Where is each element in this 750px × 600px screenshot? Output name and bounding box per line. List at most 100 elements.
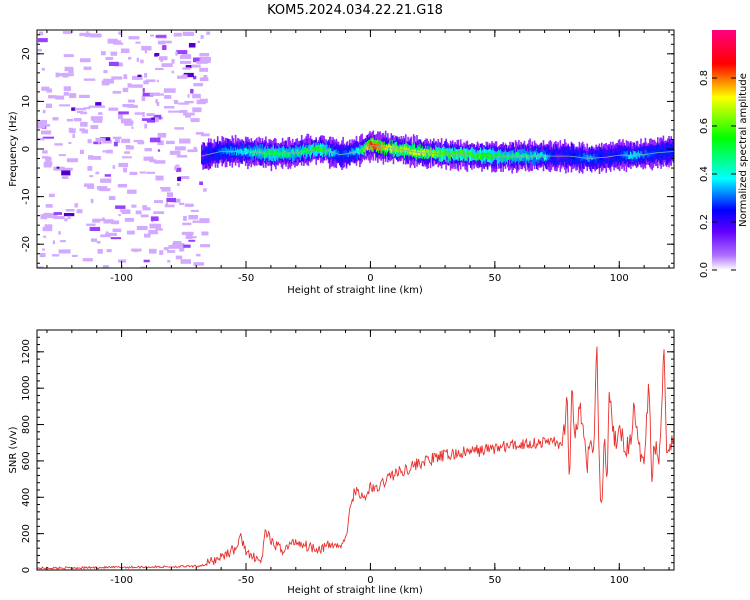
ridge-core-cell (220, 149, 222, 155)
ridge-core-cell (401, 146, 404, 153)
ridge-core-cell (639, 153, 641, 159)
ridge-core-cell (380, 144, 382, 151)
ridge-core-cell (284, 150, 286, 157)
ridge-core-cell (224, 146, 227, 153)
ridge-core-cell (234, 147, 237, 152)
noise-speck (174, 127, 184, 130)
noise-speck (79, 149, 84, 154)
ridge-envelope-cell (606, 153, 609, 164)
noise-speck (174, 165, 177, 171)
ridge-core-cell (388, 144, 390, 149)
ridge-core-cell (260, 148, 263, 154)
noise-speck (195, 132, 204, 135)
ridge-core-cell (608, 156, 611, 161)
snr-y-tick-label: 1200 (21, 339, 32, 364)
ridge-core-cell (626, 150, 629, 157)
ridge-core-cell (336, 151, 339, 156)
ridge-core-cell (468, 150, 471, 156)
ridge-core-cell (553, 154, 556, 160)
ridge-core-cell (434, 149, 436, 156)
ridge-core-cell (632, 154, 634, 160)
noise-speck (42, 136, 54, 139)
noise-speck (180, 259, 191, 264)
snr-frame (36, 329, 675, 571)
noise-speck (155, 35, 166, 38)
ridge-core-cell (490, 153, 492, 161)
noise-speck (173, 100, 179, 105)
ridge-core-cell (216, 151, 219, 156)
ridge-core-cell (323, 147, 325, 154)
noise-speck (115, 138, 120, 143)
ridge-core-cell (484, 152, 487, 158)
ridge-core-cell (241, 149, 244, 156)
spectrogram-x-tick-label: -50 (238, 273, 254, 284)
noise-speck (118, 214, 121, 217)
noise-speck (45, 157, 52, 162)
noise-speck (171, 70, 174, 74)
ridge-core-cell (394, 147, 397, 154)
ridge-core-cell (455, 150, 457, 156)
ridge-core-cell (281, 151, 284, 156)
ridge-envelope-cell (492, 148, 494, 162)
noise-speck (112, 228, 122, 233)
noise-speck (182, 31, 195, 36)
ridge-core-cell (586, 153, 588, 160)
snr-x-tick-label: 100 (610, 575, 629, 586)
noise-speck (113, 42, 124, 45)
ridge-core-cell (206, 151, 209, 156)
noise-speck (181, 54, 192, 58)
ridge-core-cell (332, 151, 334, 157)
ridge-core-cell (253, 150, 256, 156)
ridge-core-cell (503, 151, 506, 158)
noise-speck (90, 125, 99, 129)
snr-x-tick-label: -50 (238, 575, 254, 586)
ridge-core-cell (426, 148, 428, 154)
noise-speck (91, 198, 94, 204)
snr-background (37, 330, 674, 570)
noise-speck (167, 250, 176, 253)
noise-speck (183, 216, 187, 221)
noise-speck (157, 132, 167, 138)
noise-speck (132, 75, 143, 80)
noise-speck (158, 228, 163, 231)
ridge-core-cell (412, 149, 415, 156)
noise-speck (163, 247, 169, 251)
noise-speck (58, 154, 66, 157)
noise-speck (121, 118, 132, 124)
ridge-core-cell (568, 154, 571, 159)
spectrogram-x-tick-label: 50 (488, 273, 501, 284)
ridge-core-cell (339, 153, 341, 157)
ridge-envelope-cell (603, 151, 605, 161)
noise-speck (88, 105, 99, 108)
noise-speck (101, 51, 106, 56)
noise-speck (166, 197, 176, 203)
noise-speck (89, 33, 102, 38)
noise-speck (104, 174, 111, 177)
ridge-core-cell (508, 155, 510, 160)
ridge-core-cell (645, 150, 648, 156)
noise-speck (148, 229, 158, 235)
noise-speck (72, 133, 75, 138)
noise-speck (151, 220, 154, 223)
ridge-core-cell (593, 153, 595, 160)
ridge-core-cell (505, 155, 508, 160)
noise-speck (103, 70, 108, 74)
noise-speck (105, 149, 113, 154)
ridge-core-cell (349, 150, 351, 155)
noise-speck (69, 128, 76, 134)
ridge-core-cell (409, 150, 412, 155)
ridge-core-cell (408, 148, 410, 153)
ridge-core-cell (233, 150, 236, 155)
ridge-core-cell (634, 151, 637, 158)
ridge-core-cell (618, 152, 621, 159)
noise-speck (83, 183, 94, 187)
noise-speck (136, 225, 148, 231)
noise-speck (134, 112, 145, 115)
noise-speck (139, 171, 147, 174)
ridge-envelope-cell (533, 150, 536, 166)
ridge-core-cell (602, 156, 604, 161)
noise-speck (102, 139, 112, 144)
ridge-core-cell (204, 151, 207, 158)
noise-speck (68, 68, 74, 74)
noise-speck (43, 165, 52, 168)
